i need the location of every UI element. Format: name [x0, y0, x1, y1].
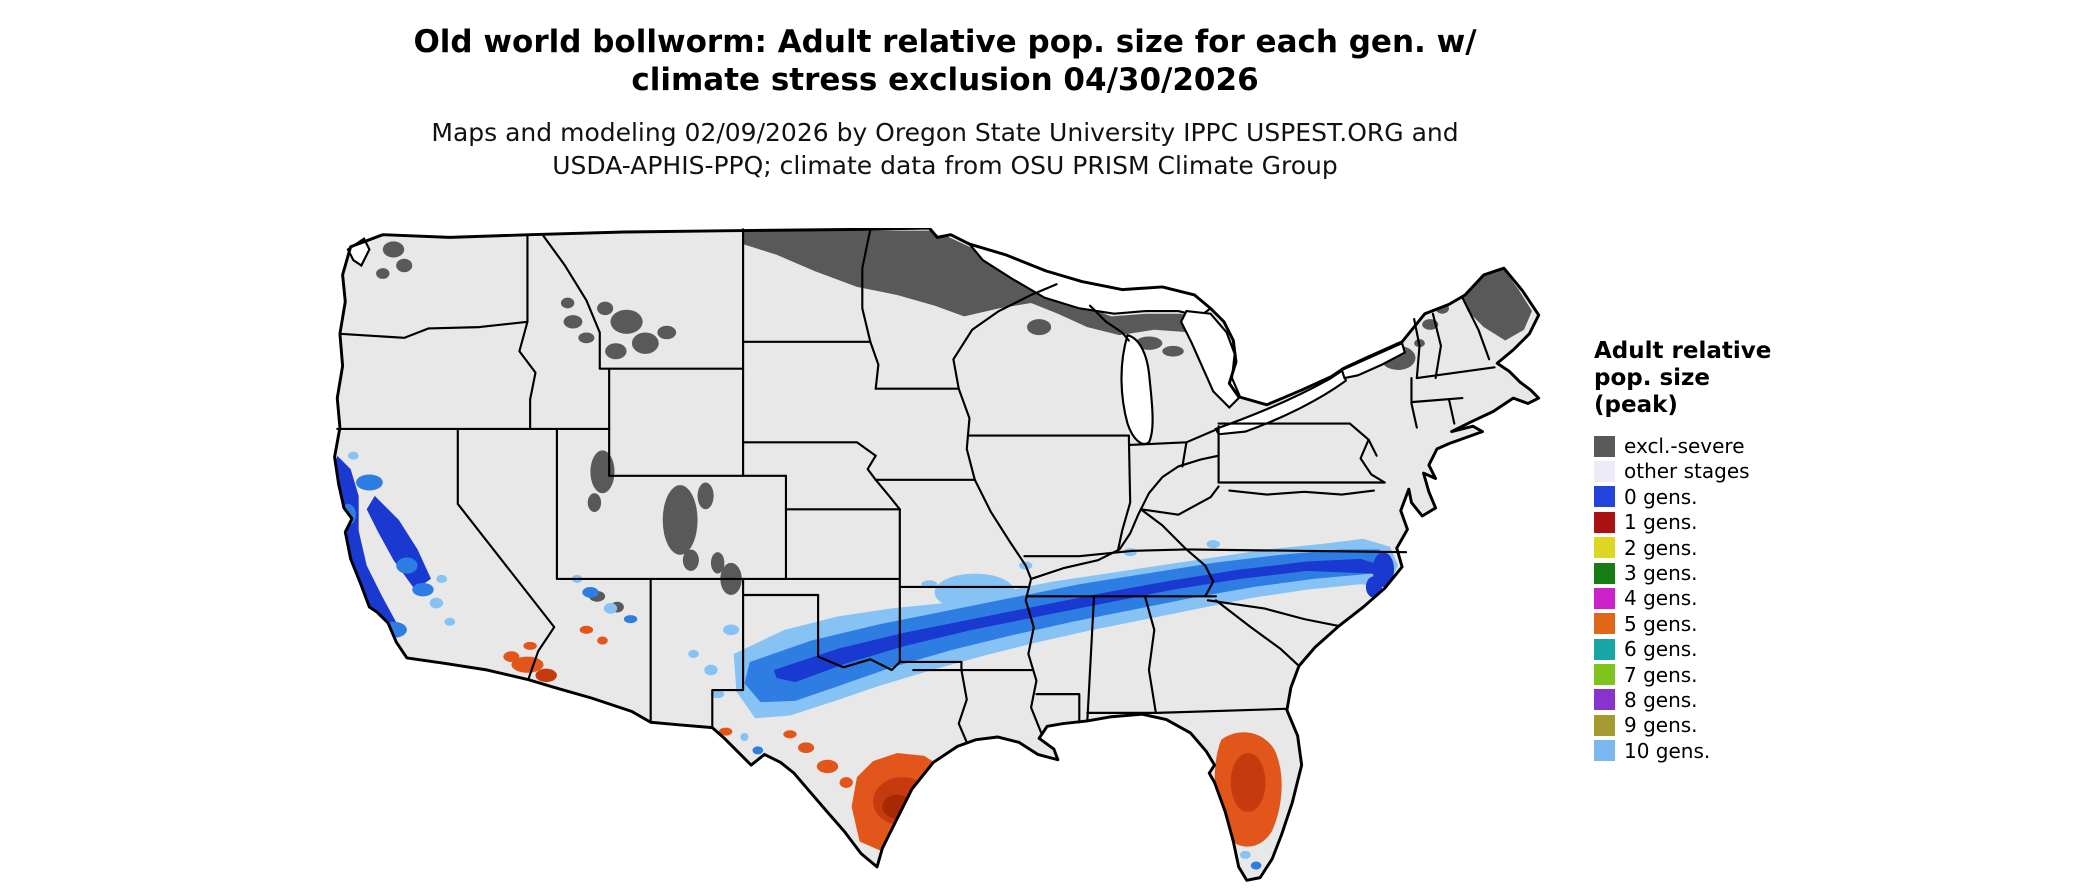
legend-swatch: [1594, 613, 1615, 635]
puget-sound: [346, 237, 371, 268]
legend-item: 1 gens.: [1594, 510, 1834, 535]
legend-item-label: 10 gens.: [1624, 738, 1711, 763]
figure-header: Old world bollworm: Adult relative pop. …: [0, 24, 1890, 182]
legend-item: 10 gens.: [1594, 738, 1834, 763]
legend-items: excl.-severe other stages 0 gens. 1 gens…: [1594, 433, 1834, 763]
legend-item: 8 gens.: [1594, 687, 1834, 712]
legend-swatch: [1594, 435, 1615, 457]
legend-swatch: [1594, 460, 1615, 482]
california-population-region: [334, 451, 638, 641]
legend-item: 7 gens.: [1594, 662, 1834, 687]
legend-swatch: [1594, 511, 1615, 533]
legend-item-label: 4 gens.: [1624, 586, 1698, 611]
legend-item-label: 7 gens.: [1624, 662, 1698, 687]
lake-huron: [1179, 309, 1242, 409]
legend-item: 6 gens.: [1594, 637, 1834, 662]
legend-item: 2 gens.: [1594, 535, 1834, 560]
lake-michigan: [1120, 333, 1154, 445]
legend-swatch: [1594, 537, 1615, 559]
legend-item: 4 gens.: [1594, 586, 1834, 611]
legend-swatch: [1594, 664, 1615, 686]
legend-swatch: [1594, 689, 1615, 711]
legend-item-label: other stages: [1624, 459, 1750, 484]
florida-keys-speck: [1213, 878, 1226, 881]
legend-item: 9 gens.: [1594, 713, 1834, 738]
us-map: [329, 228, 1555, 887]
legend-item-label: 0 gens.: [1624, 484, 1698, 509]
us-map-svg: [333, 228, 1541, 882]
state-borders: [336, 228, 1496, 744]
legend-item-label: 2 gens.: [1624, 535, 1698, 560]
legend-swatch: [1594, 638, 1615, 660]
legend-item-label: 1 gens.: [1624, 510, 1698, 535]
land-base: [334, 228, 1539, 881]
legend-item-label: 6 gens.: [1624, 637, 1698, 662]
legend-item: other stages: [1594, 459, 1834, 484]
legend-swatch: [1594, 714, 1615, 736]
legend-item: 3 gens.: [1594, 560, 1834, 585]
legend-item: 5 gens.: [1594, 611, 1834, 636]
legend-item-label: excl.-severe: [1624, 434, 1745, 459]
national-outline: [333, 228, 1541, 882]
figure-subtitle: Maps and modeling 02/09/2026 by Oregon S…: [431, 117, 1459, 180]
legend-item-label: 3 gens.: [1624, 561, 1698, 586]
legend-swatch: [1594, 740, 1615, 762]
legend-title: Adult relative pop. size (peak): [1594, 338, 1772, 419]
legend-swatch: [1594, 587, 1615, 609]
legend-item-label: 5 gens.: [1624, 611, 1698, 636]
legend-item: 0 gens.: [1594, 484, 1834, 509]
figure-title: Old world bollworm: Adult relative pop. …: [413, 24, 1477, 98]
legend-item: excl.-severe: [1594, 433, 1834, 458]
legend: Adult relative pop. size (peak) excl.-se…: [1594, 338, 1834, 763]
legend-item-label: 8 gens.: [1624, 687, 1698, 712]
legend-item-label: 9 gens.: [1624, 713, 1698, 738]
legend-swatch: [1594, 562, 1615, 584]
legend-swatch: [1594, 486, 1615, 508]
